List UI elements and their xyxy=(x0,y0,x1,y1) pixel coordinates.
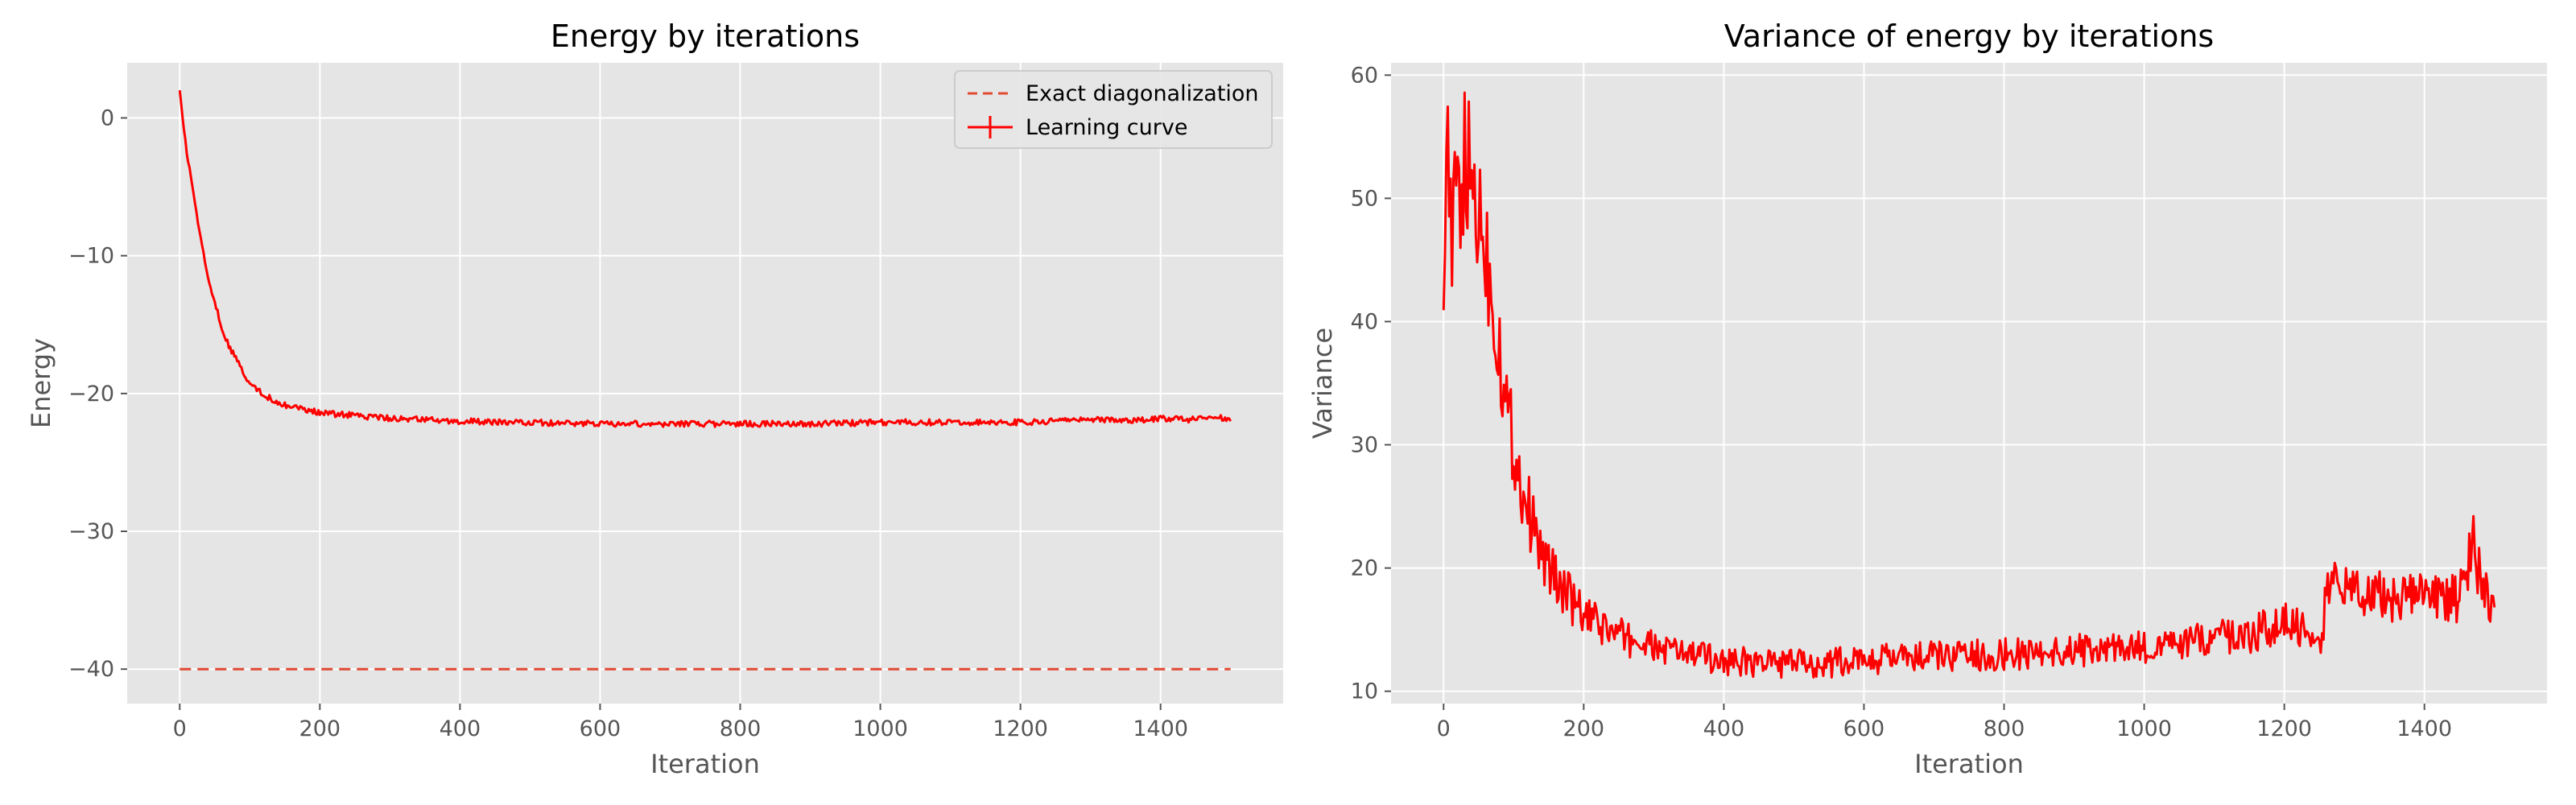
x-tick-label: 1000 xyxy=(852,716,908,741)
x-tick-label: 200 xyxy=(1563,716,1605,741)
x-tick-label: 800 xyxy=(720,716,762,741)
y-tick-label: 10 xyxy=(1351,679,1378,704)
y-tick-label: −20 xyxy=(68,382,114,407)
x-tick-label: 400 xyxy=(1703,716,1745,741)
x-tick-label: 1200 xyxy=(993,716,1048,741)
y-tick-label: 40 xyxy=(1351,309,1378,334)
x-tick-label: 1000 xyxy=(2116,716,2172,741)
chart-title: Energy by iterations xyxy=(551,19,860,54)
energy-chart: 0 200 400 600 800 1000 1200 1400 0 −10 −20 −30 −40 En… xyxy=(26,19,1283,779)
y-tick-label: 0 xyxy=(101,105,114,130)
y-tick-label: 50 xyxy=(1351,186,1378,211)
x-tick-label: 600 xyxy=(1843,716,1885,741)
y-axis-label: Variance xyxy=(1307,328,1338,439)
y-tick-label: 30 xyxy=(1351,433,1378,458)
x-tick-label: 0 xyxy=(173,716,187,741)
legend-entry: Exact diagonalization xyxy=(1026,81,1259,106)
x-axis-label: Iteration xyxy=(650,749,760,779)
y-tick-label: −10 xyxy=(68,244,114,269)
x-tick-label: 400 xyxy=(440,716,481,741)
legend-box xyxy=(954,70,1273,149)
x-tick-label: 800 xyxy=(1984,716,2025,741)
variance-chart: 0 200 400 600 800 1000 1200 1400 10 20 30 40 50 60 Var… xyxy=(1307,19,2547,779)
x-tick-label: 1200 xyxy=(2256,716,2312,741)
y-axis-label: Energy xyxy=(26,338,56,428)
variance-series-line xyxy=(1442,91,2496,679)
series-line-learning-curve xyxy=(178,90,1232,428)
legend-entry: Learning curve xyxy=(1026,115,1187,140)
x-tick-label: 0 xyxy=(1437,716,1451,741)
x-tick-label: 600 xyxy=(580,716,621,741)
chart-title: Variance of energy by iterations xyxy=(1724,19,2214,54)
legend: Exact diagonalization Learning curve xyxy=(954,70,1273,149)
x-tick-label: 200 xyxy=(299,716,341,741)
y-tick-label: 20 xyxy=(1351,556,1378,581)
y-tick-label: −30 xyxy=(68,519,114,544)
plot-area xyxy=(127,63,1283,704)
y-tick-label: −40 xyxy=(68,657,114,682)
x-tick-label: 1400 xyxy=(2396,716,2452,741)
x-axis-label: Iteration xyxy=(1914,749,2024,779)
x-tick-label: 1400 xyxy=(1133,716,1188,741)
y-tick-label: 60 xyxy=(1351,63,1378,88)
